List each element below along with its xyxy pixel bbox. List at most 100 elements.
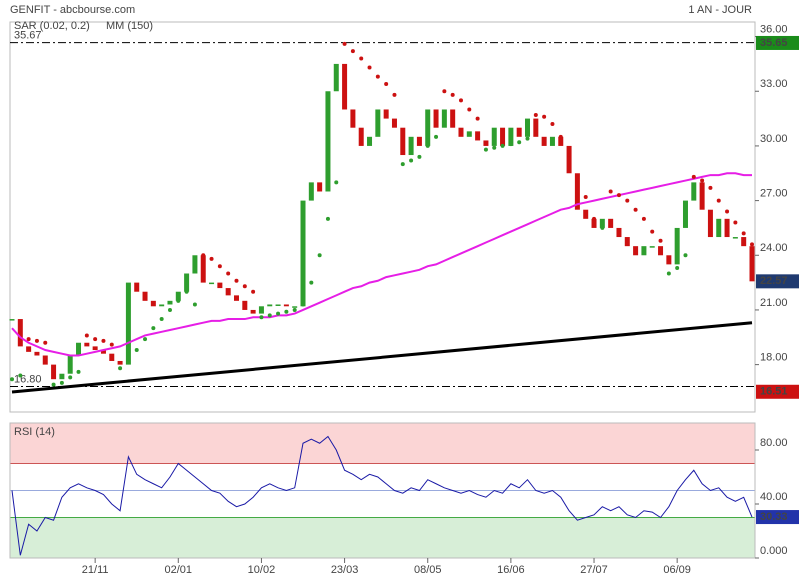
candle [591, 218, 597, 228]
candle [283, 304, 289, 307]
sar-dot [184, 289, 189, 294]
candle [500, 127, 506, 146]
candle [458, 127, 464, 137]
y-tick-label: 0.000 [760, 545, 788, 557]
sar-dot [733, 220, 738, 225]
sar-dot [650, 229, 655, 234]
candle [724, 218, 730, 238]
sar-dot [700, 178, 705, 183]
rsi-frame [9, 422, 756, 559]
y-tick-label: 33.00 [760, 78, 788, 90]
x-tick-label: 10/02 [248, 564, 276, 576]
sar-dot [309, 280, 314, 285]
candle [117, 360, 123, 365]
level-box-label: 35.65 [760, 37, 788, 49]
sar-dot [276, 311, 281, 316]
candle [608, 218, 614, 228]
x-tick-label: 02/01 [165, 564, 193, 576]
sar-dot [550, 122, 555, 127]
level-label: 35.67 [14, 29, 42, 41]
sar-dot [84, 333, 89, 338]
candle [142, 291, 148, 301]
oversold-zone [10, 517, 755, 558]
candle [34, 351, 40, 356]
sar-dot [334, 180, 339, 185]
candle [192, 255, 198, 274]
sar-dot [542, 114, 547, 119]
y-tick-label: 80.00 [760, 437, 788, 449]
candle [325, 91, 331, 192]
candle [400, 127, 406, 156]
sar-dot [492, 145, 497, 150]
sar-dot [43, 340, 48, 345]
candle [525, 118, 531, 137]
sar-dot [467, 107, 472, 112]
sar-dot [76, 369, 81, 374]
sar-dot [575, 174, 580, 179]
sar-dot [384, 81, 389, 86]
candle [225, 288, 231, 296]
candle [391, 118, 397, 128]
candle [483, 140, 489, 146]
candle [375, 109, 381, 137]
x-tick-label: 23/03 [331, 564, 359, 576]
candle [84, 342, 90, 347]
level-label: 16.80 [14, 373, 42, 385]
candle [209, 282, 215, 285]
candle [674, 227, 680, 265]
level-box [756, 35, 799, 50]
sar-dot [59, 380, 64, 385]
candle [51, 364, 57, 380]
sar-dot [558, 134, 563, 139]
sar-dot [434, 134, 439, 139]
y-tick-label: 24.00 [760, 242, 788, 254]
sar-dot [716, 198, 721, 203]
candle [250, 309, 256, 314]
sar-dot [375, 74, 380, 79]
candle [67, 355, 73, 374]
candle [26, 346, 32, 352]
sar-dot [633, 207, 638, 212]
candle [533, 118, 539, 137]
candle [92, 346, 98, 351]
candle [258, 306, 264, 314]
sar-dot [409, 158, 414, 163]
sar-dot [666, 271, 671, 276]
candle [466, 131, 472, 137]
candle [491, 127, 497, 146]
sar-dot [68, 375, 73, 380]
sar-dot [26, 337, 31, 342]
sar-dot [741, 231, 746, 236]
candle [200, 255, 206, 283]
level-box-label: 16.51 [760, 386, 788, 398]
legend-ma: MM (150) [106, 20, 153, 32]
x-tick-label: 16/06 [497, 564, 525, 576]
sar-dot [417, 154, 422, 159]
sar-dot [359, 56, 364, 61]
candle [408, 136, 414, 156]
candle [649, 246, 655, 248]
candle [599, 218, 605, 228]
trendline [11, 321, 753, 394]
sar-dot [234, 278, 239, 283]
sar-dot [508, 142, 513, 147]
sar-dot [143, 337, 148, 342]
sar-dot [367, 65, 372, 70]
candle [317, 182, 323, 192]
sar-dot [691, 174, 696, 179]
candle [716, 218, 722, 238]
candle [666, 255, 672, 265]
sar-dot [118, 366, 123, 371]
y-tick-label: 36.00 [760, 23, 788, 35]
legend-sar: SAR (0.02, 0.2) [14, 20, 90, 32]
sar-dot [284, 309, 289, 314]
candle [583, 209, 589, 219]
sar-dot [201, 253, 206, 258]
overbought-zone [10, 423, 755, 464]
sar-dot [10, 377, 14, 382]
x-tick-label: 27/07 [580, 564, 608, 576]
candle [541, 136, 547, 146]
sar-dot [608, 189, 613, 194]
candle [242, 300, 248, 310]
